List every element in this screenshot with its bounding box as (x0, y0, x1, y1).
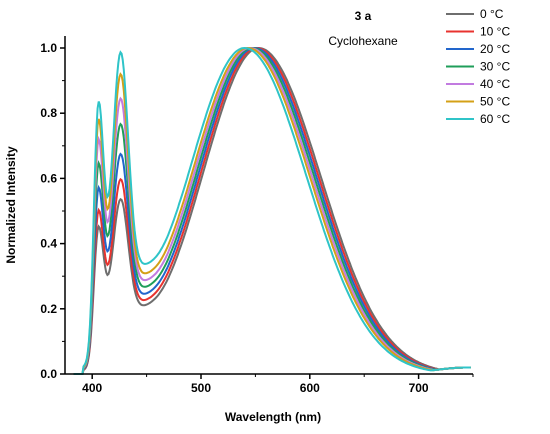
y-axis-title: Normalized Intensity (4, 146, 18, 264)
series-line-5 (73, 46, 471, 375)
x-tick-label: 600 (300, 381, 320, 395)
series-line-0 (73, 46, 471, 375)
y-tick-label: 1.0 (40, 41, 57, 55)
y-tick-label: 0.4 (40, 237, 57, 251)
series-line-1 (73, 46, 471, 375)
legend-label: 30 °C (480, 60, 510, 74)
legend-label: 0 °C (480, 7, 504, 21)
chart-subtitle: Cyclohexane (328, 34, 398, 48)
series-line-2 (73, 46, 471, 375)
x-tick-label: 700 (409, 381, 429, 395)
x-tick-label: 500 (191, 381, 211, 395)
legend-label: 10 °C (480, 25, 510, 39)
y-tick-label: 0.8 (40, 106, 57, 120)
series-line-4 (73, 46, 471, 375)
legend-label: 20 °C (480, 42, 510, 56)
x-tick-label: 400 (82, 381, 102, 395)
series-lines (73, 46, 471, 375)
legend: 0 °C 10 °C 20 °C 30 °C 40 °C 50 °C 60 °C (446, 7, 510, 126)
y-tick-label: 0.0 (40, 367, 57, 381)
y-tick-label: 0.6 (40, 171, 57, 185)
chart-title: 3 a (355, 9, 372, 23)
series-line-3 (73, 46, 471, 375)
y-tick-label: 0.2 (40, 302, 57, 316)
axes (64, 36, 473, 375)
series-line-6 (73, 46, 471, 375)
legend-label: 40 °C (480, 77, 510, 91)
ticks: 400 500 600 700 0.0 0.2 0.4 0.6 0.8 1.0 (40, 41, 474, 395)
legend-label: 60 °C (480, 112, 510, 126)
x-axis-title: Wavelength (nm) (225, 410, 321, 424)
legend-label: 50 °C (480, 95, 510, 109)
